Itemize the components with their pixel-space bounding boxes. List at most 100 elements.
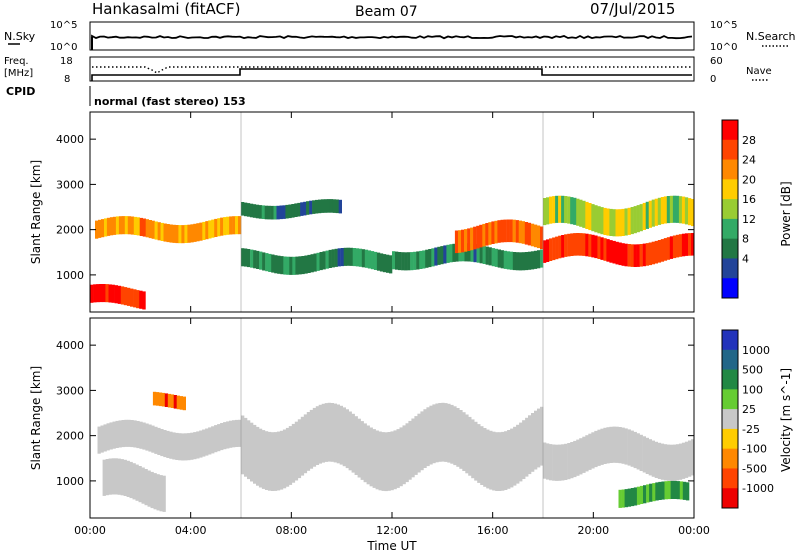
velocity-echo-cell xyxy=(157,427,161,455)
power-echo-cell xyxy=(304,255,308,274)
power-echo-cell xyxy=(247,249,251,268)
power-echo-cell xyxy=(175,225,179,244)
velocity-echo-cell xyxy=(100,425,104,453)
velocity-echo-cell xyxy=(408,420,412,480)
velocity-echo-cell xyxy=(178,433,182,461)
colorbar-swatch xyxy=(722,468,738,489)
x-tick-label: 16:00 xyxy=(477,524,509,537)
power-echo-cell xyxy=(187,224,191,243)
power-echo-cell xyxy=(419,250,423,269)
velocity-echo-cell xyxy=(182,396,186,411)
power-echo-cell xyxy=(476,244,480,263)
velocity-echo-cell xyxy=(229,420,233,448)
velocity-echo-cell xyxy=(636,433,640,470)
colorbar-tick-label: 20 xyxy=(742,173,756,186)
power-echo-cell xyxy=(651,199,655,227)
velocity-echo-cell xyxy=(141,467,145,504)
power-echo-cell xyxy=(178,225,182,244)
velocity-echo-cell xyxy=(495,432,499,491)
power-echo-layer xyxy=(90,112,695,312)
velocity-echo-cell xyxy=(103,424,107,452)
power-echo-cell xyxy=(606,208,610,236)
power-echo-cell xyxy=(612,209,616,237)
velocity-echo-cell xyxy=(158,392,163,407)
velocity-echo-cell xyxy=(354,416,358,475)
power-echo-cell xyxy=(346,247,350,266)
velocity-echo-cell xyxy=(348,411,352,471)
velocity-echo-cell xyxy=(525,417,529,477)
power-echo-cell xyxy=(564,196,568,224)
power-echo-cell xyxy=(425,249,429,268)
power-echo-cell xyxy=(208,220,212,239)
power-echo-cell xyxy=(564,234,568,257)
power-echo-cell xyxy=(343,247,347,266)
power-echo-cell xyxy=(386,254,390,273)
velocity-colorbar-label: Velocity [m s^-1] xyxy=(779,368,793,472)
velocity-echo-cell xyxy=(108,458,112,495)
velocity-echo-cell xyxy=(217,424,221,452)
power-echo-cell xyxy=(328,249,332,268)
power-echo-cell xyxy=(255,204,260,219)
nave-trace xyxy=(92,66,692,74)
velocity-echo-cell xyxy=(660,443,665,480)
nsky-tick-bottom: 10^0 xyxy=(50,42,77,53)
velocity-echo-cell xyxy=(468,416,472,476)
power-echo-cell xyxy=(307,254,311,273)
power-echo-cell xyxy=(524,222,529,245)
velocity-echo-cell xyxy=(492,431,496,491)
power-echo-cell xyxy=(688,233,692,256)
velocity-colorbar: 1000 500 100 25 -25 -100 -500 -1000 xyxy=(721,329,774,509)
power-echo-cell xyxy=(567,196,571,224)
velocity-echo-cell xyxy=(579,438,583,475)
power-echo-cell xyxy=(473,244,477,263)
velocity-echo-cell xyxy=(279,430,284,490)
power-echo-cell xyxy=(291,204,295,218)
power-echo-cell xyxy=(196,223,200,242)
velocity-echo-cell xyxy=(138,466,142,503)
power-echo-cell xyxy=(392,251,396,270)
velocity-echo-cell xyxy=(516,424,520,484)
velocity-echo-cell xyxy=(540,406,544,466)
power-echo-cell xyxy=(133,216,138,235)
velocity-echo-cell xyxy=(363,423,367,483)
power-echo-cell xyxy=(470,243,474,262)
power-echo-cell xyxy=(338,199,342,214)
velocity-echo-cell xyxy=(306,412,311,471)
power-echo-cell xyxy=(395,251,399,270)
velocity-echo-cell xyxy=(118,420,122,448)
power-echo-cell xyxy=(279,205,283,220)
power-echo-cell xyxy=(413,251,417,270)
velocity-echo-cell xyxy=(372,429,376,488)
power-echo-cell xyxy=(488,222,492,245)
velocity-echo-cell xyxy=(531,413,535,472)
power-echo-cell xyxy=(479,245,483,264)
velocity-echo-cell xyxy=(688,440,692,477)
power-echo-cell xyxy=(579,199,583,227)
velocity-echo-cell xyxy=(657,442,662,479)
colorbar-tick-label: 12 xyxy=(742,213,756,226)
power-echo-cell xyxy=(627,207,631,235)
power-echo-cell xyxy=(597,236,601,259)
velocity-echo-cell xyxy=(615,426,619,463)
power-echo-cell xyxy=(238,216,242,235)
velocity-echo-cell xyxy=(658,481,662,500)
velocity-echo-cell xyxy=(510,428,514,488)
colorbar-swatch xyxy=(722,278,738,299)
velocity-echo-cell xyxy=(142,422,146,450)
velocity-echo-cell xyxy=(567,443,571,480)
power-echo-cell xyxy=(627,244,631,267)
velocity-echo-cell xyxy=(543,442,547,479)
power-echo-cell xyxy=(588,234,592,257)
power-echo-cell xyxy=(332,199,337,213)
velocity-echo-cell xyxy=(564,443,568,480)
power-echo-cell xyxy=(154,221,158,240)
power-echo-cell xyxy=(515,220,519,243)
power-echo-cell xyxy=(633,206,637,234)
power-echo-cell xyxy=(276,205,280,220)
power-echo-cell xyxy=(651,241,655,265)
power-echo-cell xyxy=(500,250,504,269)
velocity-echo-cell xyxy=(570,442,574,479)
colorbar-frame xyxy=(721,329,739,509)
power-echo-cell xyxy=(109,217,114,236)
